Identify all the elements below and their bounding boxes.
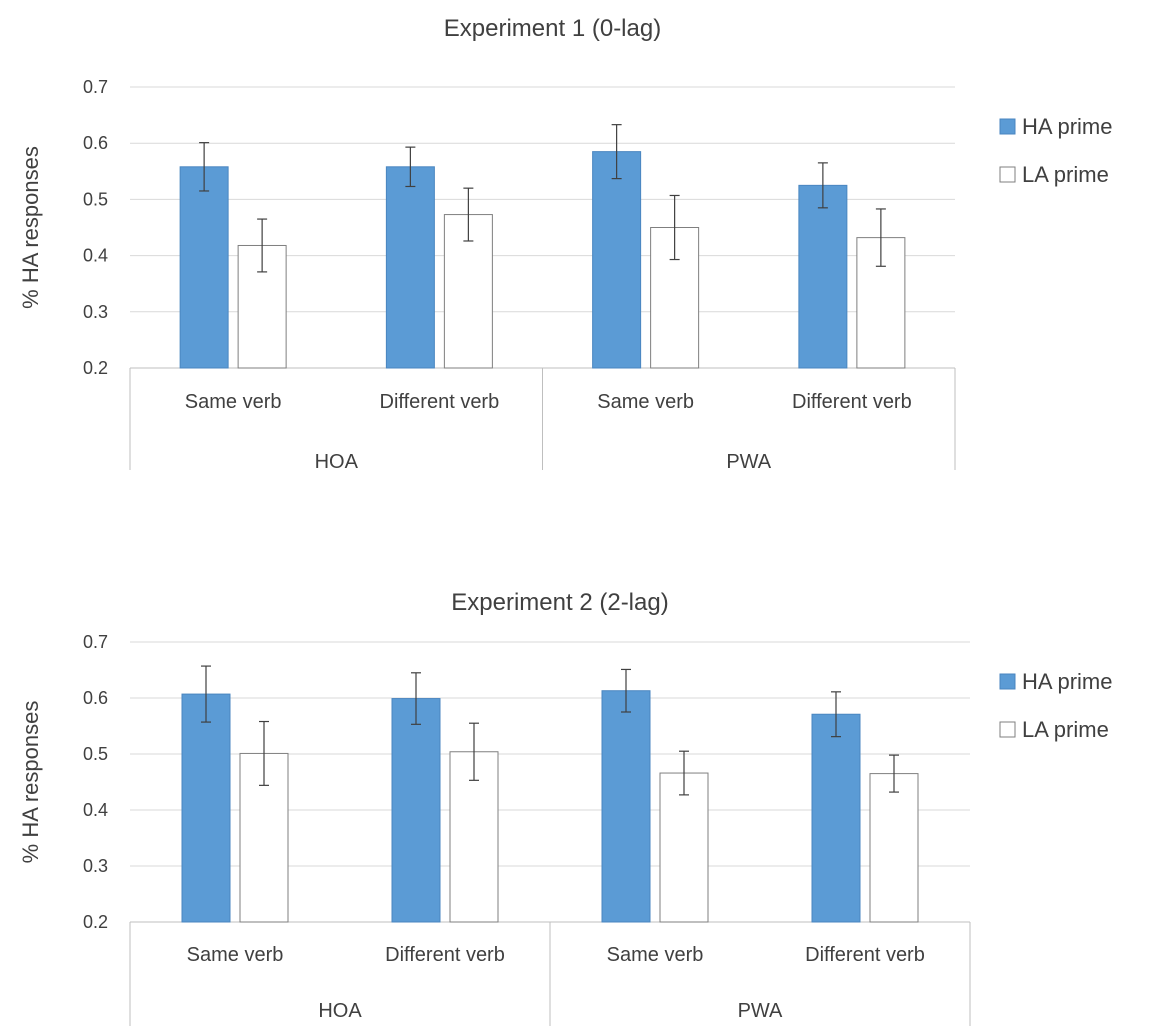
x-category-label: Same verb	[185, 391, 282, 413]
x-group-label: HOA	[318, 1000, 362, 1022]
x-group-label: PWA	[726, 451, 771, 473]
chart-2: Experiment 2 (2-lag) 0.2 0.3 0.4 0.5 0.6 0.7 % …	[18, 589, 1112, 1026]
ha-prime-bar	[391, 698, 441, 923]
ha-prime-bar	[811, 713, 861, 923]
y-tick-label: 0.5	[83, 189, 108, 209]
x-category-label: Different verb	[380, 391, 500, 413]
x-category-label: Different verb	[792, 391, 912, 413]
y-tick-label: 0.7	[83, 77, 108, 97]
y-tick-label: 0.2	[83, 912, 108, 932]
y-tick-label: 0.3	[83, 856, 108, 876]
x-group-label: PWA	[738, 1000, 783, 1022]
legend-swatch-ha-prime	[999, 673, 1016, 690]
ha-prime-bar	[592, 151, 642, 369]
chart-title: Experiment 1 (0-lag)	[444, 15, 661, 42]
x-category-label: Same verb	[607, 944, 704, 966]
x-category-label: Different verb	[805, 944, 925, 966]
la-prime-bar	[659, 772, 709, 923]
y-tick-label: 0.7	[83, 632, 108, 652]
y-axis-label: % HA responses	[18, 701, 43, 864]
la-prime-bar	[869, 773, 919, 923]
ha-prime-bar	[179, 166, 229, 369]
ha-prime-bar	[798, 184, 848, 369]
y-tick-label: 0.6	[83, 688, 108, 708]
legend-label-ha-prime: HA prime	[1022, 669, 1112, 694]
legend-label-la-prime: LA prime	[1022, 717, 1109, 742]
ha-prime-bar	[601, 690, 651, 923]
y-tick-label: 0.3	[83, 302, 108, 322]
chart-1: Experiment 1 (0-lag) 0.2 0.3 0.4 0.5 0.6 0.7 % …	[18, 15, 1112, 473]
x-category-label: Same verb	[597, 391, 694, 413]
y-tick-label: 0.6	[83, 133, 108, 153]
legend-label-la-prime: LA prime	[1022, 162, 1109, 187]
y-tick-label: 0.2	[83, 358, 108, 378]
ha-prime-bar	[181, 693, 231, 923]
y-tick-label: 0.4	[83, 246, 108, 266]
ha-prime-bar	[385, 166, 435, 369]
x-group-label: HOA	[315, 451, 359, 473]
x-category-label: Same verb	[187, 944, 284, 966]
chart-title: Experiment 2 (2-lag)	[451, 589, 668, 616]
y-tick-label: 0.4	[83, 800, 108, 820]
y-axis-label: % HA responses	[18, 146, 43, 309]
legend-swatch-ha-prime	[999, 118, 1016, 135]
x-category-label: Different verb	[385, 944, 505, 966]
legend-swatch-la-prime	[999, 721, 1016, 738]
legend-label-ha-prime: HA prime	[1022, 114, 1112, 139]
legend-swatch-la-prime	[999, 166, 1016, 183]
y-tick-label: 0.5	[83, 744, 108, 764]
